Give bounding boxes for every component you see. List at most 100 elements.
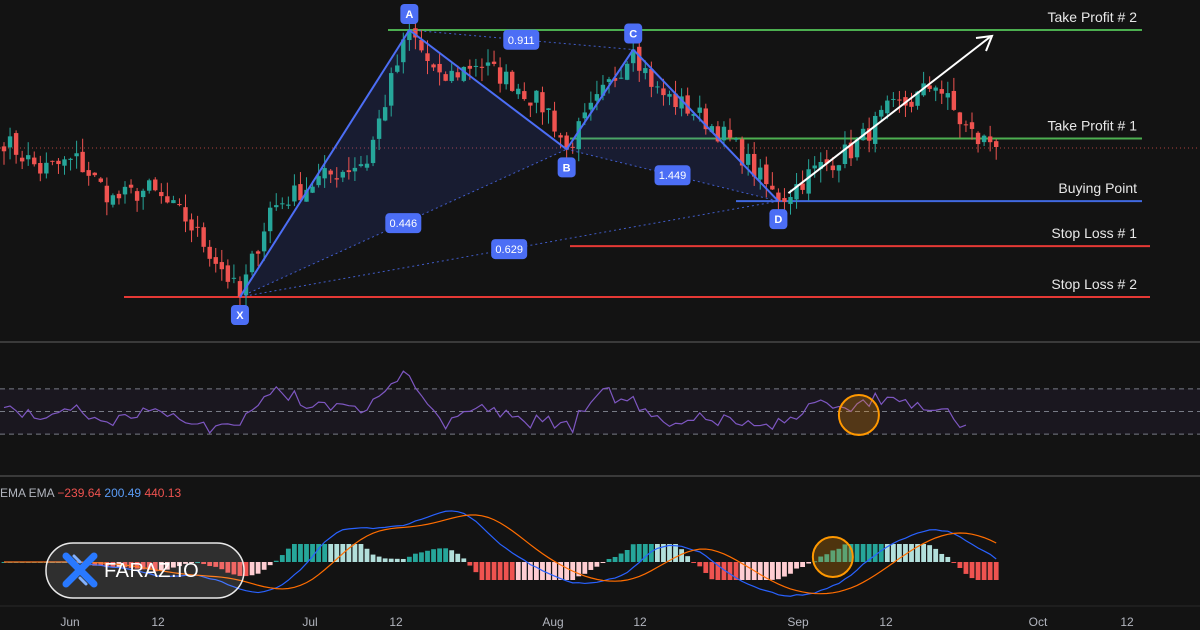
macd-histogram-bar — [697, 562, 703, 567]
x-tick-label: Aug — [542, 615, 563, 629]
candle — [140, 188, 146, 210]
candle — [26, 142, 31, 166]
macd-histogram-bar — [661, 544, 666, 562]
candle — [552, 101, 557, 138]
candle — [721, 121, 727, 147]
macd-histogram-bar — [588, 562, 594, 570]
macd-histogram-bar — [642, 544, 648, 562]
candle — [503, 64, 509, 90]
macd-histogram-bar — [400, 558, 406, 562]
macd-histogram-bar — [455, 553, 461, 562]
macd-histogram-bar — [479, 562, 485, 580]
candle — [328, 169, 333, 184]
logo-text: FARAZ.IO — [104, 560, 199, 582]
macd-histogram-bar — [890, 544, 896, 562]
macd-histogram-bar — [618, 553, 624, 562]
candle — [933, 85, 938, 102]
point-badge-a: A — [400, 4, 419, 24]
macd-histogram-bar — [443, 548, 449, 562]
candle — [50, 160, 55, 166]
candle — [546, 108, 551, 124]
ratio-badge-1: 0.446 — [385, 213, 422, 234]
candle — [969, 112, 975, 140]
macd-histogram-bar — [183, 562, 188, 564]
macd-histogram-bar — [769, 562, 775, 580]
candle — [957, 111, 963, 138]
leg-XA — [239, 29, 411, 298]
macd-histogram-bar — [558, 562, 563, 580]
macd-histogram-bar — [467, 562, 473, 566]
logo-badge: FARAZ.IO — [45, 542, 245, 599]
candle — [364, 155, 370, 171]
macd-histogram-bar — [388, 558, 394, 562]
xab-triangle — [239, 30, 567, 297]
candle — [134, 187, 140, 212]
macd-histogram-bar — [255, 562, 261, 574]
macd-histogram-bar — [866, 544, 872, 562]
candle — [38, 155, 43, 182]
macd-histogram-bar — [503, 562, 509, 580]
macd-histogram-bar — [745, 562, 751, 580]
candle — [879, 105, 884, 121]
x-tick-label: 12 — [151, 615, 165, 629]
candle — [110, 193, 116, 208]
candle — [588, 91, 594, 121]
macd-histogram-bar — [860, 544, 866, 562]
candle — [44, 152, 49, 179]
candle — [806, 159, 811, 201]
macd-histogram-bar — [715, 562, 721, 580]
x-tick-label: 12 — [633, 615, 647, 629]
candle — [74, 140, 79, 169]
macd-histogram-bar — [993, 562, 999, 580]
macd-histogram-bar — [776, 562, 781, 580]
macd-histogram-bar — [243, 562, 249, 577]
macd-histogram-bar — [624, 550, 630, 562]
candle — [98, 176, 103, 184]
candle — [727, 118, 733, 142]
macd-histogram-bar — [298, 544, 303, 562]
x-tick-label: Jul — [302, 615, 317, 629]
macd-histogram-bar — [98, 562, 104, 566]
level-lines — [0, 29, 1200, 298]
candle — [80, 138, 85, 173]
candle — [987, 125, 993, 152]
macd-histogram-bar — [884, 544, 890, 562]
point-badge-x: X — [230, 305, 249, 325]
point-label: A — [405, 9, 413, 21]
macd-histogram-bar — [195, 561, 200, 563]
ratio-value: 1.449 — [659, 170, 687, 182]
ratio-value: 0.911 — [508, 35, 535, 47]
pattern-overlay: 0.911 0.446 1.449 0.629 X A B C D — [230, 4, 994, 325]
macd-histogram-bar — [521, 562, 527, 580]
point-badge-d: D — [769, 209, 788, 230]
candle — [733, 137, 739, 142]
macd-histogram-bar — [552, 562, 557, 580]
macd-histogram-bar — [709, 562, 715, 580]
candle — [346, 157, 352, 180]
macd-histogram-bar — [872, 544, 878, 562]
macd-histogram-bar — [437, 548, 442, 562]
candle — [685, 87, 690, 116]
candle — [352, 157, 358, 181]
candle — [62, 156, 67, 175]
macd-histogram-bar — [461, 558, 467, 562]
candle — [697, 95, 702, 122]
candle — [219, 249, 224, 281]
x-tick-label: Sep — [787, 615, 809, 629]
candle — [679, 88, 684, 117]
candle — [631, 38, 636, 72]
macd-histogram-bar — [800, 562, 805, 568]
macd-histogram-bar — [92, 562, 98, 566]
candle — [661, 78, 666, 106]
macd-histogram-bar — [152, 562, 158, 572]
macd-histogram-bar — [352, 544, 358, 562]
candle — [304, 177, 309, 202]
candle — [540, 86, 545, 125]
point-label: X — [236, 310, 244, 322]
macd-histogram-bar — [957, 562, 963, 569]
macd-histogram-bar — [897, 544, 902, 562]
candle — [703, 103, 708, 135]
candle — [19, 150, 25, 170]
bcd-triangle — [566, 49, 779, 202]
candle — [32, 151, 37, 167]
